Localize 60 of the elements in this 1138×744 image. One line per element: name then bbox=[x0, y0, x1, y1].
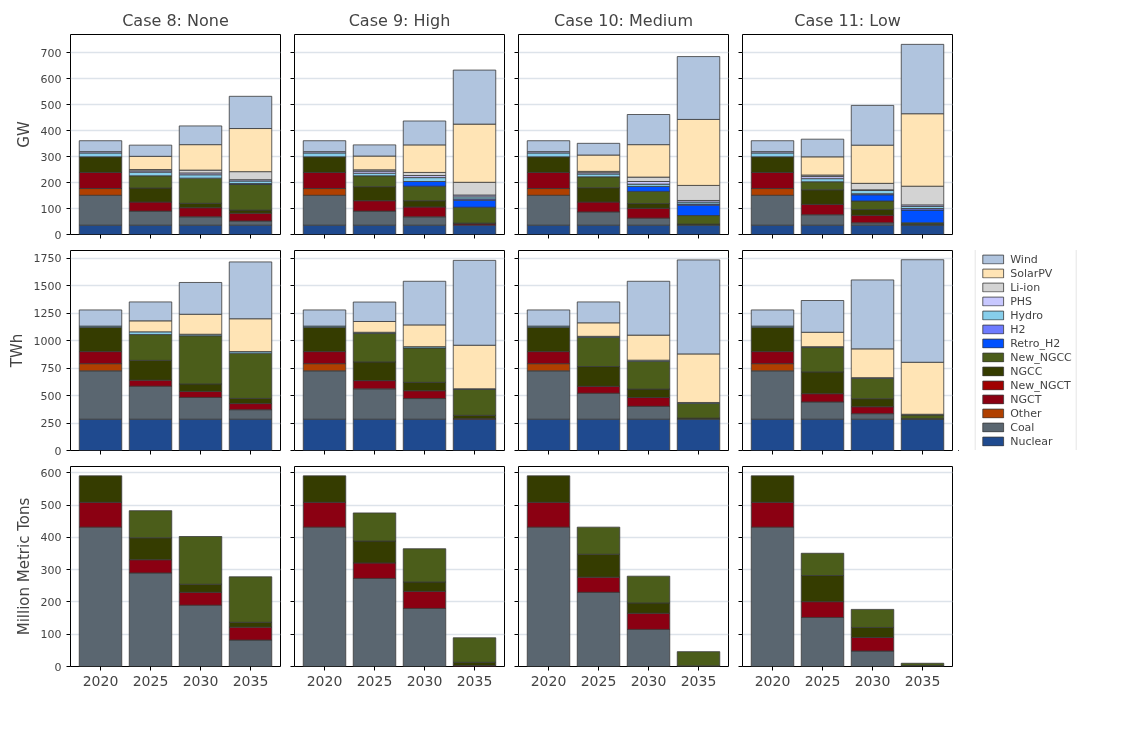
x-tick-label: 2020 bbox=[306, 672, 343, 689]
y-tick-label: 100 bbox=[40, 202, 62, 216]
y-tick-label: 400 bbox=[40, 124, 62, 138]
legend-label: Coal bbox=[1010, 420, 1035, 434]
chart-title: Case 9: High bbox=[348, 10, 451, 30]
y-tick-label: 600 bbox=[40, 466, 62, 480]
y-tick-label: 1000 bbox=[33, 334, 62, 348]
y-tick-label: 0 bbox=[54, 660, 62, 674]
chart-title: Case 11: Low bbox=[794, 10, 901, 30]
legend-label: PHS bbox=[1010, 294, 1033, 308]
legend-label: Other bbox=[1010, 406, 1042, 420]
y-tick-label: 1750 bbox=[33, 252, 62, 266]
legend-label: Li-ion bbox=[1010, 280, 1041, 294]
y-tick-label: 300 bbox=[40, 150, 62, 164]
legend-label: NGCT bbox=[1010, 392, 1042, 406]
x-tick-label: 2030 bbox=[854, 672, 891, 689]
x-tick-label: 2025 bbox=[580, 672, 617, 689]
x-tick-label: 2020 bbox=[82, 672, 119, 689]
x-tick-label: 2020 bbox=[530, 672, 567, 689]
y-tick-label: 1250 bbox=[33, 307, 62, 321]
y-tick-label: 400 bbox=[40, 531, 62, 545]
legend-label: Wind bbox=[1010, 252, 1038, 266]
y-tick-label: 500 bbox=[40, 499, 62, 513]
y-tick-label: 250 bbox=[40, 417, 62, 431]
x-tick-label: 2020 bbox=[754, 672, 791, 689]
legend-label: NGCC bbox=[1010, 364, 1043, 378]
y-tick-label: 750 bbox=[40, 362, 62, 376]
x-tick-label: 2025 bbox=[356, 672, 393, 689]
x-tick-label: 2025 bbox=[804, 672, 841, 689]
y-tick-label: 1500 bbox=[33, 279, 62, 293]
y-tick-label: 0 bbox=[54, 444, 62, 458]
x-tick-label: 2025 bbox=[132, 672, 169, 689]
legend-label: New_NGCC bbox=[1010, 350, 1072, 364]
legend-label: New_NGCT bbox=[1010, 378, 1071, 392]
x-tick-label: 2035 bbox=[232, 672, 269, 689]
legend-label: Hydro bbox=[1010, 308, 1043, 322]
y-axis-title: Million Metric Tons bbox=[14, 497, 33, 636]
x-tick-label: 2035 bbox=[680, 672, 717, 689]
legend-label: Nuclear bbox=[1010, 434, 1053, 448]
y-tick-label: 500 bbox=[40, 98, 62, 112]
x-tick-label: 2030 bbox=[182, 672, 219, 689]
legend-label: H2 bbox=[1010, 322, 1027, 336]
x-tick-label: 2035 bbox=[456, 672, 493, 689]
chart-title: Case 10: Medium bbox=[553, 10, 694, 30]
y-tick-label: 200 bbox=[40, 595, 62, 609]
y-tick-label: 300 bbox=[40, 563, 62, 577]
y-tick-label: 500 bbox=[40, 389, 62, 403]
y-axis-title: TWh bbox=[7, 333, 26, 369]
y-tick-label: 200 bbox=[40, 176, 62, 190]
y-axis-title: GW bbox=[14, 121, 33, 148]
chart-title: Case 8: None bbox=[122, 10, 229, 30]
x-tick-label: 2030 bbox=[406, 672, 443, 689]
y-tick-label: 700 bbox=[40, 46, 62, 60]
y-tick-label: 100 bbox=[40, 628, 62, 642]
x-tick-label: 2030 bbox=[630, 672, 667, 689]
legend-label: SolarPV bbox=[1010, 266, 1053, 280]
y-tick-label: 0 bbox=[54, 228, 62, 242]
x-tick-label: 2035 bbox=[904, 672, 941, 689]
legend-label: Retro_H2 bbox=[1010, 336, 1061, 350]
y-tick-label: 600 bbox=[40, 72, 62, 86]
